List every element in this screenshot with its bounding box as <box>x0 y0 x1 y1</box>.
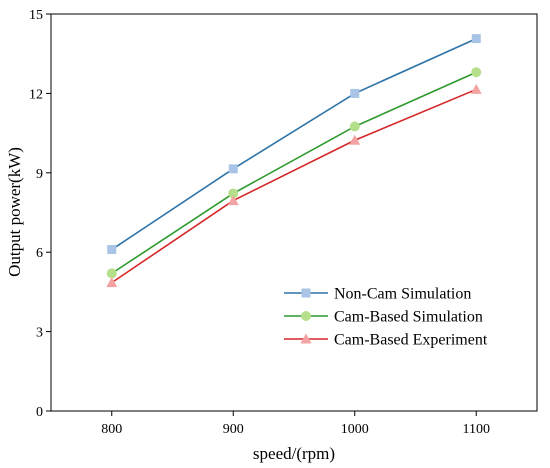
data-point <box>471 67 482 78</box>
series-3 <box>106 83 482 288</box>
legend-label: Cam-Based Experiment <box>334 332 488 349</box>
data-point <box>228 164 238 174</box>
data-point <box>470 83 482 94</box>
y-tick-label: 6 <box>36 246 43 261</box>
x-tick-label: 1000 <box>341 422 369 437</box>
legend-item: Cam-Based Simulation <box>284 309 483 326</box>
data-point <box>106 268 117 279</box>
data-point <box>349 134 361 145</box>
data-point <box>107 245 117 255</box>
legend-item: Non-Cam Simulation <box>284 286 471 303</box>
y-axis-title: Output power(kW) <box>5 147 24 277</box>
series-2 <box>106 67 482 279</box>
series-line <box>111 71 477 275</box>
data-point <box>106 277 118 288</box>
legend-label: Non-Cam Simulation <box>334 286 471 303</box>
y-tick-label: 15 <box>29 8 43 23</box>
plot-frame <box>50 13 538 412</box>
x-axis-title: speed/(rpm) <box>253 444 335 463</box>
series-layer <box>106 34 482 288</box>
x-tick-label: 900 <box>223 422 244 437</box>
y-tick-label: 9 <box>36 167 43 182</box>
data-point <box>471 34 481 44</box>
legend: Non-Cam Simulation Cam-Based Simulation Ca… <box>284 286 488 349</box>
data-point <box>350 88 360 98</box>
y-axis: 0 3 6 9 12 15 <box>29 8 51 420</box>
x-tick-label: 1100 <box>463 422 490 437</box>
x-tick-label: 800 <box>101 422 122 437</box>
legend-item: Cam-Based Experiment <box>284 332 488 349</box>
y-tick-label: 3 <box>36 326 43 341</box>
data-point <box>227 195 239 206</box>
y-tick-label: 0 <box>36 405 43 420</box>
legend-marker <box>300 333 312 344</box>
data-point <box>349 121 360 132</box>
series-1 <box>107 34 481 255</box>
legend-marker <box>301 311 311 321</box>
series-line <box>111 37 477 251</box>
legend-label: Cam-Based Simulation <box>334 309 483 326</box>
x-axis: 800 900 1000 1100 <box>101 411 490 437</box>
data-point <box>228 188 239 199</box>
legend-marker <box>301 288 311 298</box>
y-tick-label: 12 <box>29 87 43 102</box>
series-line <box>111 88 477 284</box>
